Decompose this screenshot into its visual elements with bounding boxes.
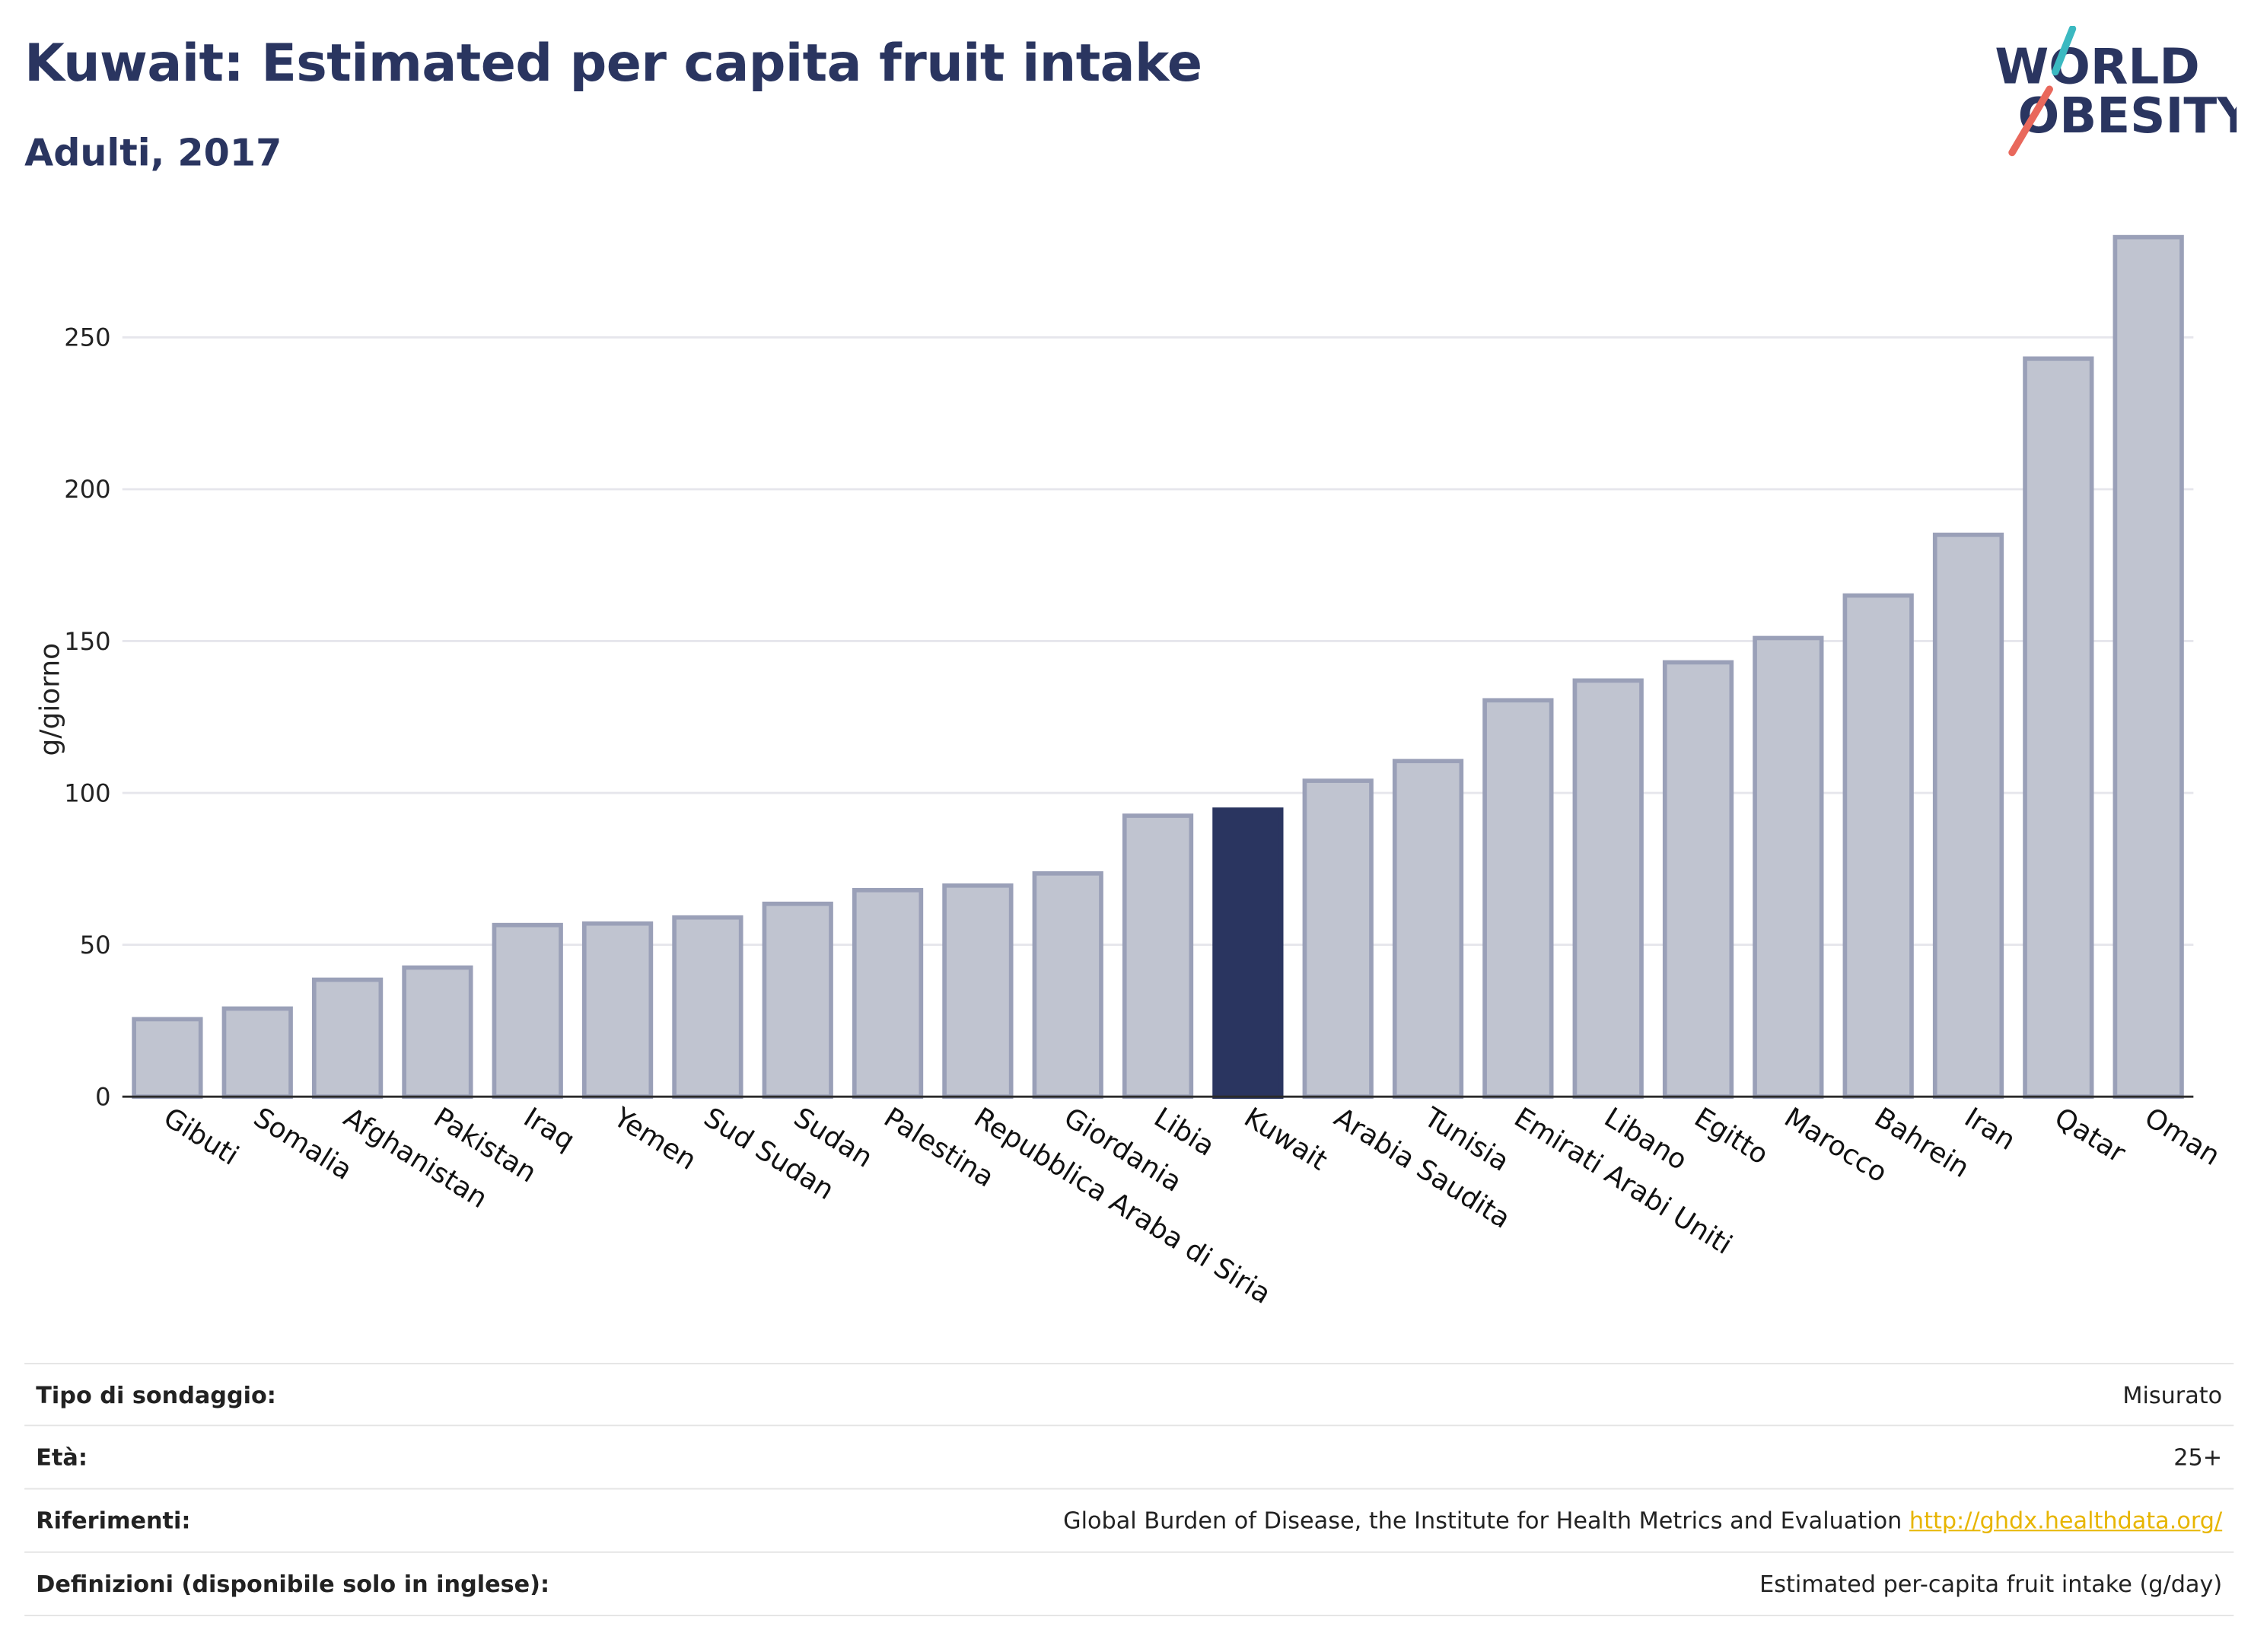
bar-arabia-saudita <box>1302 778 1374 1100</box>
meta-key: Riferimenti: <box>36 1507 191 1535</box>
x-tick-label: Yemen <box>607 1102 702 1176</box>
bar-chart: 0 50 100 150 200 250 Gibuti SomaliaAfghanistan… <box>35 234 2226 1310</box>
y-axis-label: g/giorno <box>35 643 66 756</box>
meta-value: Estimated per-capita fruit intake (g/day… <box>1759 1570 2223 1598</box>
bar-pakistan <box>402 965 473 1100</box>
bar-bahrein <box>1842 593 1914 1100</box>
y-tick-label: 250 <box>64 323 110 352</box>
x-tick-label: Iran <box>1959 1102 2020 1157</box>
meta-value: 25+ <box>2173 1443 2223 1471</box>
meta-row-age: Età: 25+ <box>24 1426 2234 1490</box>
logo-slash-coral <box>2008 85 2053 157</box>
meta-row-definitions: Definizioni (disponibile solo in inglese… <box>24 1553 2234 1616</box>
y-tick-label: 50 <box>80 931 111 960</box>
y-tick-label: 100 <box>64 778 110 807</box>
y-tick-label: 150 <box>64 627 110 656</box>
logo-line1: WORLD <box>1995 39 2199 96</box>
bar-yemen <box>581 921 654 1100</box>
meta-row-survey-type: Tipo di sondaggio: Misurato <box>24 1363 2234 1427</box>
bar-libano <box>1572 678 1644 1100</box>
bar-iran <box>1932 532 2004 1100</box>
bar-somalia <box>221 1006 293 1100</box>
x-tick-label: Iraq <box>518 1102 580 1157</box>
bars <box>132 234 2184 1100</box>
chart-subtitle: Adulti, 2017 <box>24 132 282 176</box>
bar-afghanistan <box>311 977 384 1100</box>
bar-sudan <box>762 901 833 1100</box>
y-tick-label: 200 <box>64 475 110 504</box>
x-tick-label: Kuwait <box>1239 1102 1332 1176</box>
bar-emirati-arabi-uniti <box>1482 698 1554 1100</box>
meta-key: Età: <box>36 1443 88 1471</box>
reference-text: Global Burden of Disease, the Institute … <box>1063 1507 1902 1535</box>
bar-libia <box>1122 813 1194 1100</box>
bar-palestina <box>852 887 924 1100</box>
logo-line2: OBESITY <box>2018 88 2237 145</box>
x-tick-label: Gibuti <box>158 1102 244 1172</box>
bar-oman <box>2113 234 2184 1100</box>
logo-slash-teal <box>2052 26 2077 76</box>
meta-value: Misurato <box>2122 1380 2223 1408</box>
y-tick-labels: 0 50 100 150 200 250 <box>64 323 110 1112</box>
meta-key: Tipo di sondaggio: <box>36 1380 276 1408</box>
bar-iraq <box>492 922 563 1100</box>
x-tick-label: Libia <box>1148 1102 1220 1163</box>
bar-sud-sudan <box>672 915 743 1100</box>
bar-tunisia <box>1392 759 1464 1100</box>
x-tick-label: Marocco <box>1779 1102 1893 1189</box>
meta-row-references: Riferimenti: Global Burden of Disease, t… <box>24 1489 2234 1553</box>
reference-link[interactable]: http://ghdx.healthdata.org/ <box>1909 1507 2223 1535</box>
bar-kuwait <box>1212 807 1284 1100</box>
bar-qatar <box>2023 356 2094 1100</box>
bar-gibuti <box>132 1017 203 1100</box>
x-tick-label: Egitto <box>1689 1102 1773 1171</box>
x-tick-label: Somalia <box>248 1102 358 1186</box>
bar-repubblica-araba-di-siria <box>942 883 1014 1100</box>
meta-key: Definizioni (disponibile solo in inglese… <box>36 1570 550 1598</box>
chart-title: Kuwait: Estimated per capita fruit intak… <box>24 34 1202 94</box>
bar-egitto <box>1662 660 1734 1100</box>
world-obesity-logo: WORLD OBESITY <box>1995 26 2237 157</box>
x-tick-label: Oman <box>2139 1102 2225 1172</box>
bar-giordania <box>1032 871 1103 1100</box>
bar-marocco <box>1753 635 1824 1100</box>
x-tick-label: Qatar <box>2049 1102 2132 1169</box>
metadata-table: Tipo di sondaggio: Misurato Età: 25+ Rif… <box>24 1363 2234 1616</box>
meta-value-references: Global Burden of Disease, the Institute … <box>1063 1507 2222 1534</box>
y-tick-label: 0 <box>95 1083 110 1112</box>
